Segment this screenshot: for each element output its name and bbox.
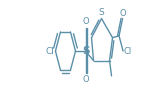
Text: O: O	[82, 17, 89, 26]
Text: Cl: Cl	[124, 47, 132, 56]
Text: Cl: Cl	[46, 47, 55, 56]
Text: S: S	[82, 46, 89, 56]
Text: O: O	[82, 75, 89, 84]
Text: O: O	[120, 9, 126, 18]
Text: S: S	[99, 8, 104, 17]
